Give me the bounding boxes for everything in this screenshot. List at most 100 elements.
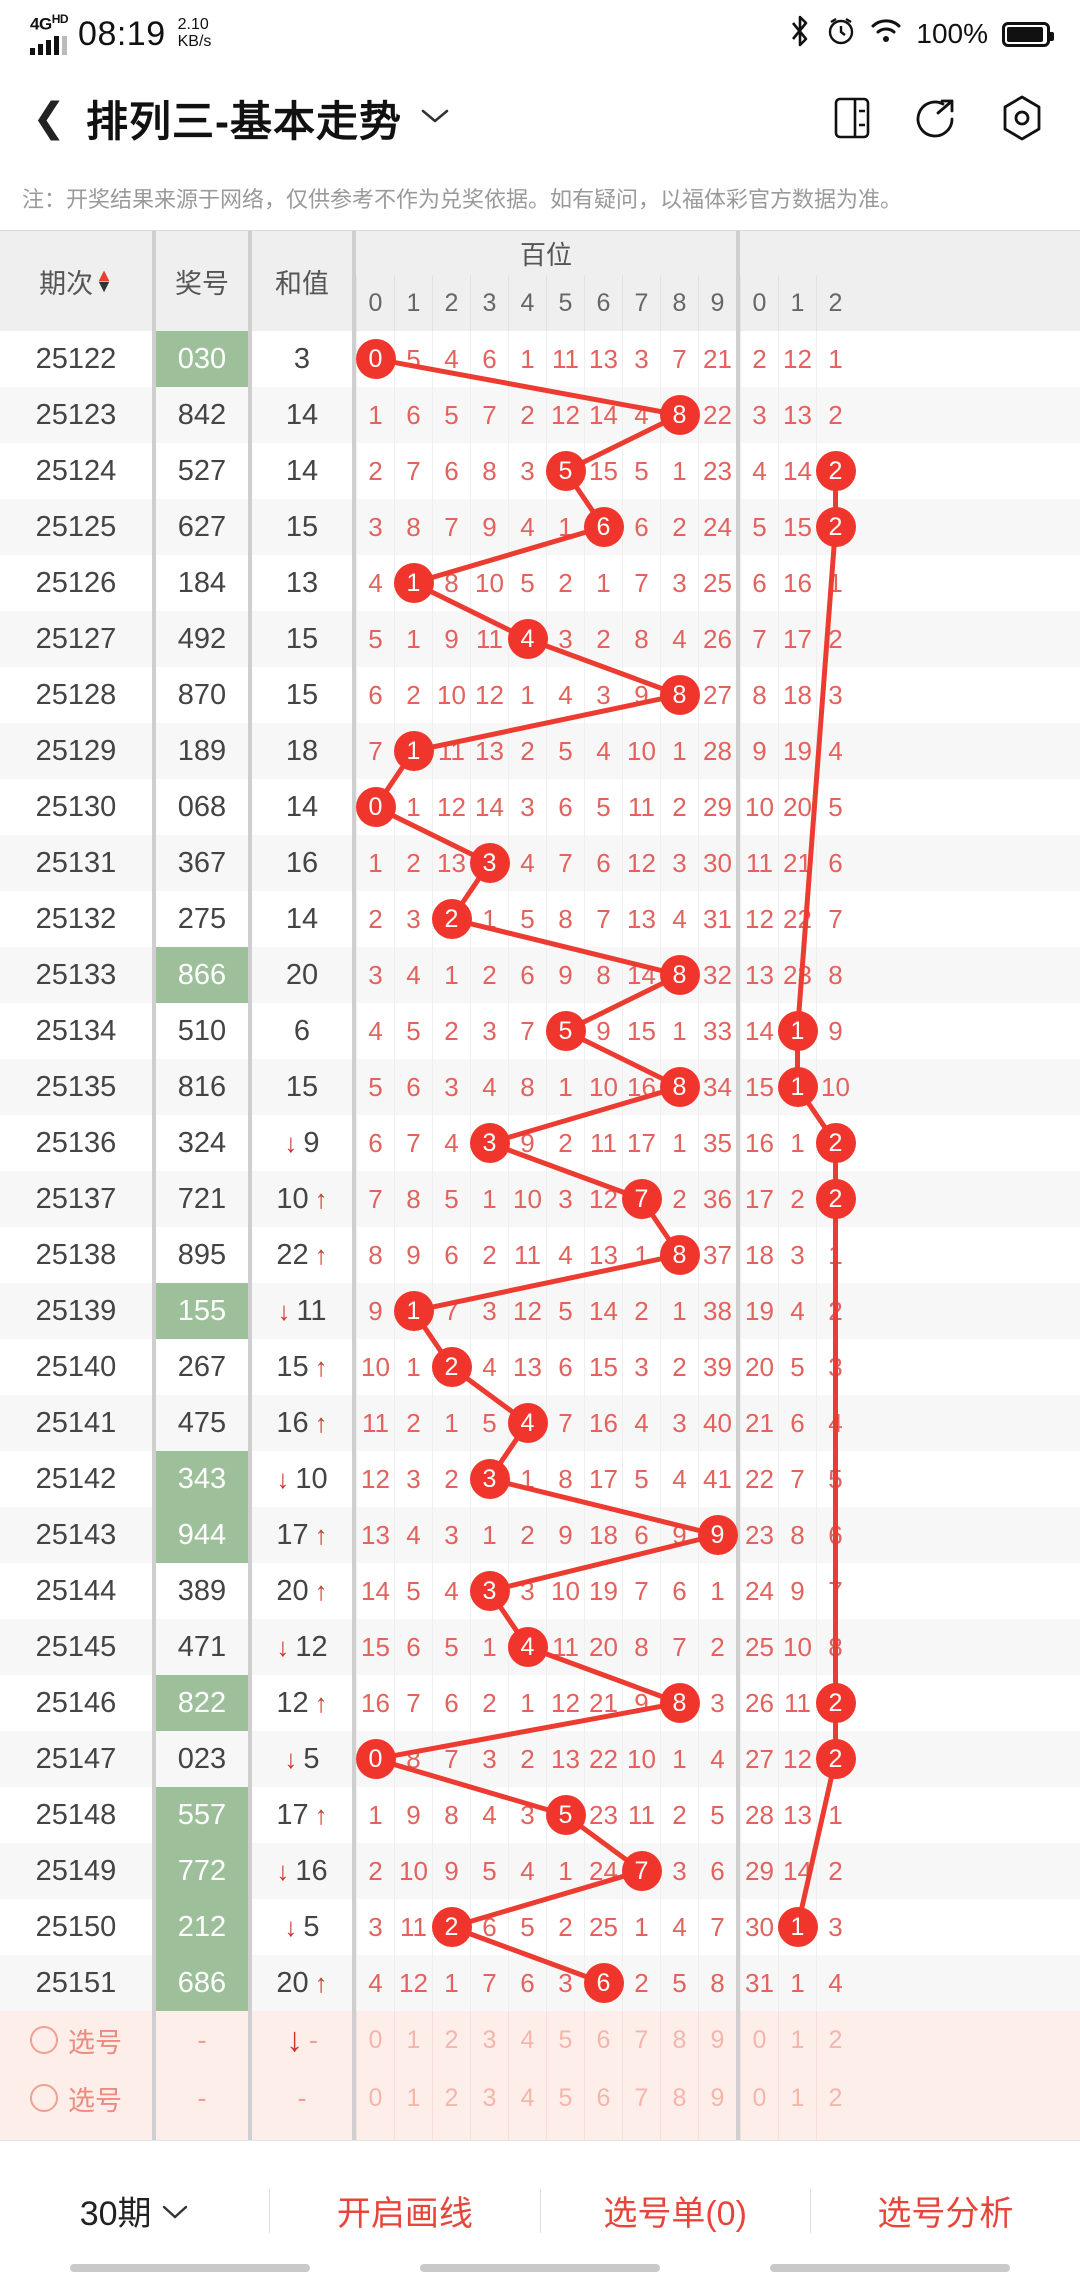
- table-row[interactable]: 25147 023 ↓ 5 0 8 7 3 2 13 22 10 1 4 27 12 2: [0, 1731, 1080, 1787]
- cell-next-digit-2[interactable]: 5: [816, 1451, 854, 1507]
- cell-digit-6[interactable]: 5: [584, 779, 622, 835]
- target-icon[interactable]: [1000, 94, 1044, 142]
- cell-digit-7[interactable]: 3: [622, 331, 660, 387]
- cell-digit-4[interactable]: 2: [508, 387, 546, 443]
- cell-digit-0[interactable]: 7: [356, 1171, 394, 1227]
- cell-next-digit-2[interactable]: 7: [816, 1563, 854, 1619]
- cell-digit-3[interactable]: 4: [470, 1059, 508, 1115]
- cell-digit-0[interactable]: 13: [356, 1507, 394, 1563]
- cell-next-digit-1[interactable]: 22: [778, 891, 816, 947]
- pick-digit-3[interactable]: 3: [470, 2011, 508, 2069]
- table-row[interactable]: 25131 367 16 1 2 13 3 4 7 6 12 3 30 11 21 6: [0, 835, 1080, 891]
- cell-digit-6[interactable]: 16: [584, 1395, 622, 1451]
- cell-digit-9[interactable]: 8: [698, 1955, 736, 2011]
- cell-digit-2[interactable]: 8: [432, 1787, 470, 1843]
- cell-digit-4[interactable]: 6: [508, 1955, 546, 2011]
- cell-digit-7[interactable]: 9: [622, 667, 660, 723]
- cell-digit-0[interactable]: 0: [355, 331, 396, 387]
- cell-digit-2[interactable]: 1: [432, 947, 470, 1003]
- cell-digit-2[interactable]: 5: [432, 1619, 470, 1675]
- cell-digit-1[interactable]: 1: [394, 1339, 432, 1395]
- cell-digit-8[interactable]: 2: [660, 779, 698, 835]
- cell-digit-0[interactable]: 8: [356, 1227, 394, 1283]
- chevron-down-icon[interactable]: [418, 106, 452, 131]
- cell-digit-4[interactable]: 7: [508, 1003, 546, 1059]
- cell-digit-2[interactable]: 2: [431, 891, 472, 947]
- cell-digit-4[interactable]: 9: [508, 1115, 546, 1171]
- cell-digit-4[interactable]: 3: [508, 443, 546, 499]
- cell-next-digit-0[interactable]: 15: [740, 1059, 778, 1115]
- digit-header-0[interactable]: 0: [356, 275, 394, 331]
- cell-next-digit-0[interactable]: 26: [740, 1675, 778, 1731]
- cell-next-digit-0[interactable]: 20: [740, 1339, 778, 1395]
- pick-digit-9[interactable]: 9: [698, 2069, 736, 2127]
- cell-digit-2[interactable]: 4: [432, 1563, 470, 1619]
- cell-next-digit-2[interactable]: 7: [816, 891, 854, 947]
- cell-digit-2[interactable]: 4: [432, 331, 470, 387]
- cell-next-digit-2[interactable]: 3: [816, 667, 854, 723]
- pick-digit-4[interactable]: 4: [508, 2069, 546, 2127]
- cell-digit-7[interactable]: 11: [622, 779, 660, 835]
- cell-digit-4[interactable]: 5: [508, 891, 546, 947]
- pick-next-digit-2[interactable]: 2: [816, 2069, 854, 2127]
- table-row[interactable]: 25150 212 ↓ 5 3 11 2 6 5 2 25 1 4 7 30 1 3: [0, 1899, 1080, 1955]
- cell-digit-4[interactable]: 4: [507, 611, 548, 667]
- cell-digit-3[interactable]: 1: [470, 1171, 508, 1227]
- pick-next-digit-1[interactable]: 1: [778, 2069, 816, 2127]
- cell-digit-7[interactable]: 14: [622, 947, 660, 1003]
- cell-digit-1[interactable]: 7: [394, 443, 432, 499]
- table-row[interactable]: 25138 895 22 ↑ 8 9 6 2 11 4 13 1 8 37 18 3 1: [0, 1227, 1080, 1283]
- cell-digit-1[interactable]: 9: [394, 1227, 432, 1283]
- cell-next-digit-1[interactable]: 5: [778, 1339, 816, 1395]
- cell-digit-5[interactable]: 2: [546, 555, 584, 611]
- cell-digit-3[interactable]: 2: [470, 1227, 508, 1283]
- digit-header-9[interactable]: 9: [698, 275, 736, 331]
- cell-digit-5[interactable]: 5: [546, 1283, 584, 1339]
- cell-next-digit-2[interactable]: 2: [815, 1171, 856, 1227]
- cell-digit-4[interactable]: 8: [508, 1059, 546, 1115]
- cell-digit-2[interactable]: 13: [432, 835, 470, 891]
- cell-digit-5[interactable]: 7: [546, 1395, 584, 1451]
- cell-digit-9[interactable]: 5: [698, 1787, 736, 1843]
- pick-digit-9[interactable]: 9: [698, 2011, 736, 2069]
- cell-next-digit-0[interactable]: 28: [740, 1787, 778, 1843]
- cell-digit-6[interactable]: 8: [584, 947, 622, 1003]
- cell-digit-6[interactable]: 11: [584, 1115, 622, 1171]
- cell-next-digit-2[interactable]: 10: [816, 1059, 854, 1115]
- cell-digit-1[interactable]: 2: [394, 1395, 432, 1451]
- cell-digit-9[interactable]: 31: [698, 891, 736, 947]
- cell-digit-6[interactable]: 25: [584, 1899, 622, 1955]
- pick-digit-2[interactable]: 2: [432, 2069, 470, 2127]
- cell-digit-8[interactable]: 4: [660, 1899, 698, 1955]
- pick-digit-8[interactable]: 8: [660, 2069, 698, 2127]
- cell-digit-5[interactable]: 11: [546, 331, 584, 387]
- cell-digit-3[interactable]: 3: [469, 1115, 510, 1171]
- cell-next-digit-1[interactable]: 21: [778, 835, 816, 891]
- cell-digit-4[interactable]: 11: [508, 1227, 546, 1283]
- cell-digit-5[interactable]: 3: [546, 1955, 584, 2011]
- cell-digit-5[interactable]: 6: [546, 1339, 584, 1395]
- digit-header-8[interactable]: 8: [660, 275, 698, 331]
- cell-digit-6[interactable]: 3: [584, 667, 622, 723]
- cell-digit-6[interactable]: 15: [584, 1339, 622, 1395]
- cell-digit-7[interactable]: 7: [622, 555, 660, 611]
- cell-digit-2[interactable]: 6: [432, 1675, 470, 1731]
- cell-digit-4[interactable]: 4: [507, 1619, 548, 1675]
- cell-digit-6[interactable]: 20: [584, 1619, 622, 1675]
- cell-digit-4[interactable]: 4: [508, 499, 546, 555]
- cell-digit-6[interactable]: 21: [584, 1675, 622, 1731]
- sort-arrows-icon[interactable]: ▲ ▼: [95, 264, 113, 296]
- table-row[interactable]: 25149 772 ↓ 16 2 10 9 5 4 1 24 7 3 6 29 14 2: [0, 1843, 1080, 1899]
- cell-digit-0[interactable]: 1: [356, 835, 394, 891]
- cell-next-digit-0[interactable]: 23: [740, 1507, 778, 1563]
- cell-digit-8[interactable]: 2: [660, 1339, 698, 1395]
- cell-digit-4[interactable]: 3: [508, 1563, 546, 1619]
- cell-next-digit-0[interactable]: 14: [740, 1003, 778, 1059]
- table-row[interactable]: 25148 557 17 ↑ 1 9 8 4 3 5 23 11 2 5 28 13 1: [0, 1787, 1080, 1843]
- cell-digit-2[interactable]: 9: [432, 611, 470, 667]
- cell-digit-3[interactable]: 4: [470, 1787, 508, 1843]
- cell-next-digit-1[interactable]: 20: [778, 779, 816, 835]
- cell-digit-0[interactable]: 14: [356, 1563, 394, 1619]
- pick-digit-1[interactable]: 1: [394, 2069, 432, 2127]
- table-row[interactable]: 25123 842 14 1 6 5 7 2 12 14 4 8 22 3 13 2: [0, 387, 1080, 443]
